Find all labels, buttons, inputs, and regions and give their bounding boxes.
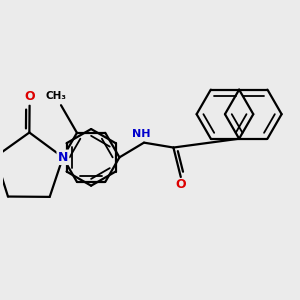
Text: N: N: [58, 151, 68, 164]
Text: O: O: [176, 178, 186, 191]
Text: O: O: [24, 90, 35, 103]
Text: CH₃: CH₃: [45, 91, 66, 101]
Text: NH: NH: [132, 129, 151, 139]
